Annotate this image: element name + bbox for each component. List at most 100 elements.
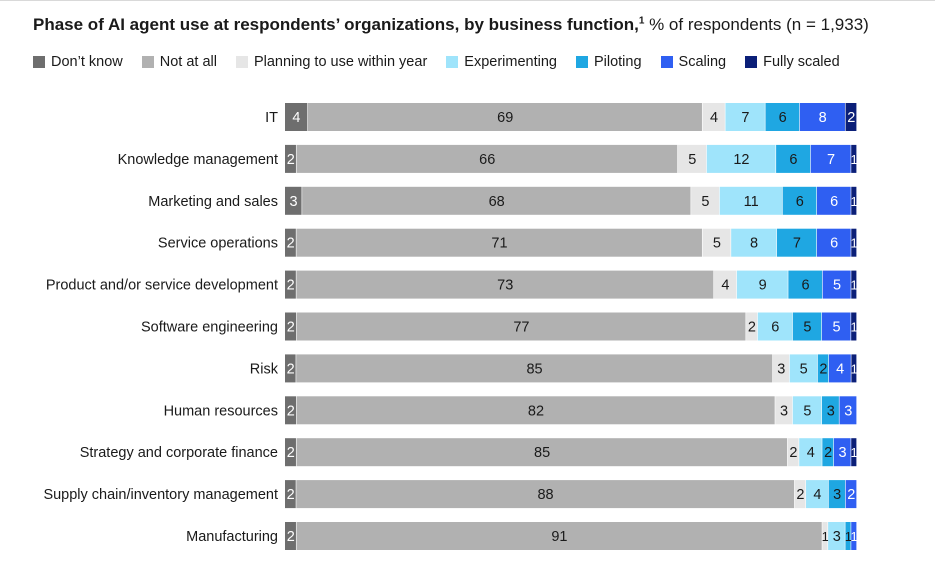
data-label-product-and-or-service-development-piloting: 6 — [801, 278, 809, 294]
bar-segment-marketing-and-sales-not-at-all — [302, 186, 691, 215]
category-label-manufacturing: Manufacturing — [186, 529, 278, 545]
bar-segment-it-not-at-all — [307, 103, 702, 131]
bar-segment-marketing-and-sales-piloting — [782, 186, 817, 215]
data-label-marketing-and-sales-don-t-know: 3 — [290, 194, 298, 210]
data-label-risk-scaling: 4 — [836, 361, 844, 377]
data-label-it-not-at-all: 69 — [497, 110, 513, 126]
data-label-risk-don-t-know: 2 — [287, 361, 295, 377]
bar-segment-human-resources-not-at-all — [296, 396, 775, 425]
bar-segment-product-and-or-service-development-scaling — [822, 270, 851, 299]
data-label-knowledge-management-scaling: 7 — [827, 152, 835, 168]
data-label-supply-chain-inventory-management-not-at-all: 88 — [537, 487, 553, 503]
data-label-product-and-or-service-development-don-t-know: 2 — [287, 278, 295, 294]
data-label-supply-chain-inventory-management-scaling: 2 — [847, 487, 855, 503]
bar-segment-supply-chain-inventory-management-don-t-know — [285, 480, 296, 509]
legend-swatch — [575, 56, 588, 68]
bar-segment-software-engineering-fully-scaled — [851, 312, 857, 341]
data-label-software-engineering-piloting: 5 — [803, 320, 811, 336]
legend-label: Scaling — [678, 54, 727, 70]
bar-segment-manufacturing-not-at-all — [296, 522, 822, 550]
bar-segment-software-engineering-piloting — [792, 312, 822, 341]
data-label-human-resources-piloting: 3 — [827, 403, 835, 419]
data-label-manufacturing-don-t-know: 2 — [287, 529, 295, 545]
bar-segment-knowledge-management-planning-to-use-within-year — [677, 144, 707, 173]
bar-segment-it-experimenting — [725, 103, 765, 131]
legend-item-don-t-know: Don’t know — [33, 54, 123, 70]
legend-swatch — [33, 56, 45, 68]
bar-segment-risk-don-t-know — [285, 354, 296, 383]
data-label-software-engineering-don-t-know: 2 — [287, 320, 295, 336]
bar-segment-software-engineering-don-t-know — [285, 312, 297, 341]
bar-segment-knowledge-management-fully-scaled — [851, 144, 857, 173]
bar-segment-strategy-and-corporate-finance-experimenting — [799, 438, 822, 467]
data-label-knowledge-management-planning-to-use-within-year: 5 — [688, 152, 696, 168]
data-label-strategy-and-corporate-finance-planning-to-use-within-year: 2 — [789, 445, 797, 461]
data-label-manufacturing-planning-to-use-within-year: 1 — [822, 529, 829, 544]
data-label-marketing-and-sales-experimenting: 11 — [744, 194, 759, 210]
bar-segment-it-planning-to-use-within-year — [702, 103, 725, 131]
bar-segment-product-and-or-service-development-not-at-all — [296, 270, 714, 299]
data-label-human-resources-don-t-know: 2 — [287, 403, 295, 419]
data-label-knowledge-management-not-at-all: 66 — [479, 152, 495, 168]
bar-segment-product-and-or-service-development-piloting — [788, 270, 823, 299]
data-label-service-operations-scaling: 6 — [830, 236, 838, 252]
bar-segment-supply-chain-inventory-management-scaling — [845, 480, 857, 509]
data-label-manufacturing-scaling: 1 — [850, 529, 857, 544]
legend-swatch — [660, 56, 673, 68]
legend-swatch — [235, 56, 248, 68]
bar-segment-software-engineering-scaling — [821, 312, 851, 341]
bar-segment-software-engineering-not-at-all — [296, 312, 746, 341]
data-label-it-experimenting: 7 — [741, 110, 749, 126]
bar-segment-risk-fully-scaled — [851, 354, 857, 383]
legend-label: Piloting — [593, 54, 642, 70]
data-label-service-operations-not-at-all: 71 — [491, 236, 507, 252]
bar-segment-risk-scaling — [828, 354, 851, 383]
data-label-risk-not-at-all: 85 — [526, 361, 542, 377]
legend-label: Don’t know — [51, 54, 123, 70]
category-label-strategy-and-corporate-finance: Strategy and corporate finance — [80, 445, 278, 461]
bar-segment-product-and-or-service-development-planning-to-use-within-year — [714, 270, 737, 299]
bar-segment-supply-chain-inventory-management-experimenting — [806, 480, 829, 509]
data-label-marketing-and-sales-fully-scaled: 1 — [851, 194, 858, 209]
bar-segment-marketing-and-sales-fully-scaled — [851, 186, 857, 215]
bar-segment-human-resources-don-t-know — [285, 396, 297, 425]
data-label-it-planning-to-use-within-year: 4 — [710, 110, 718, 126]
bar-segment-product-and-or-service-development-experimenting — [736, 270, 788, 299]
bar-segment-strategy-and-corporate-finance-not-at-all — [296, 438, 788, 467]
data-label-human-resources-planning-to-use-within-year: 3 — [780, 403, 788, 419]
data-label-manufacturing-not-at-all: 91 — [551, 529, 567, 545]
bar-segment-software-engineering-planning-to-use-within-year — [746, 312, 758, 341]
data-label-it-piloting: 6 — [779, 110, 787, 126]
data-label-knowledge-management-fully-scaled: 1 — [850, 152, 857, 167]
data-label-product-and-or-service-development-fully-scaled: 1 — [851, 278, 858, 293]
data-label-software-engineering-experimenting: 6 — [771, 320, 779, 336]
data-label-supply-chain-inventory-management-experimenting: 4 — [813, 487, 821, 503]
bar-segment-supply-chain-inventory-management-not-at-all — [296, 480, 795, 509]
data-label-manufacturing-experimenting: 3 — [833, 529, 841, 545]
data-label-service-operations-piloting: 7 — [793, 236, 801, 252]
legend-label: Planning to use within year — [253, 54, 428, 70]
bar-segment-strategy-and-corporate-finance-piloting — [822, 438, 834, 467]
bar-segment-knowledge-management-don-t-know — [285, 144, 296, 173]
data-label-service-operations-don-t-know: 2 — [287, 236, 295, 252]
chart-title-main: Phase of AI agent use at respondents’ or… — [33, 15, 639, 34]
footnote-mark: 1 — [638, 15, 645, 27]
data-label-product-and-or-service-development-planning-to-use-within-year: 4 — [721, 278, 729, 294]
bar-segment-marketing-and-sales-don-t-know — [285, 186, 302, 215]
category-label-product-and-or-service-development: Product and/or service development — [46, 278, 278, 294]
data-label-risk-fully-scaled: 1 — [851, 361, 858, 376]
bar-segment-marketing-and-sales-scaling — [816, 186, 851, 215]
category-label-knowledge-management: Knowledge management — [118, 152, 278, 168]
legend-item-scaling: Scaling — [660, 54, 727, 70]
data-label-product-and-or-service-development-scaling: 5 — [833, 278, 841, 294]
bar-segment-strategy-and-corporate-finance-don-t-know — [285, 438, 296, 467]
data-label-strategy-and-corporate-finance-experimenting: 4 — [807, 445, 815, 461]
top-divider — [0, 0, 935, 1]
bar-segment-manufacturing-experimenting — [828, 522, 845, 550]
bar-segment-knowledge-management-not-at-all — [296, 144, 678, 173]
category-label-marketing-and-sales: Marketing and sales — [148, 194, 278, 210]
chart-title: Phase of AI agent use at respondents’ or… — [33, 15, 869, 35]
data-label-strategy-and-corporate-finance-piloting: 2 — [824, 445, 832, 461]
category-label-supply-chain-inventory-management: Supply chain/inventory management — [43, 487, 278, 503]
bar-segment-human-resources-scaling — [839, 396, 857, 425]
